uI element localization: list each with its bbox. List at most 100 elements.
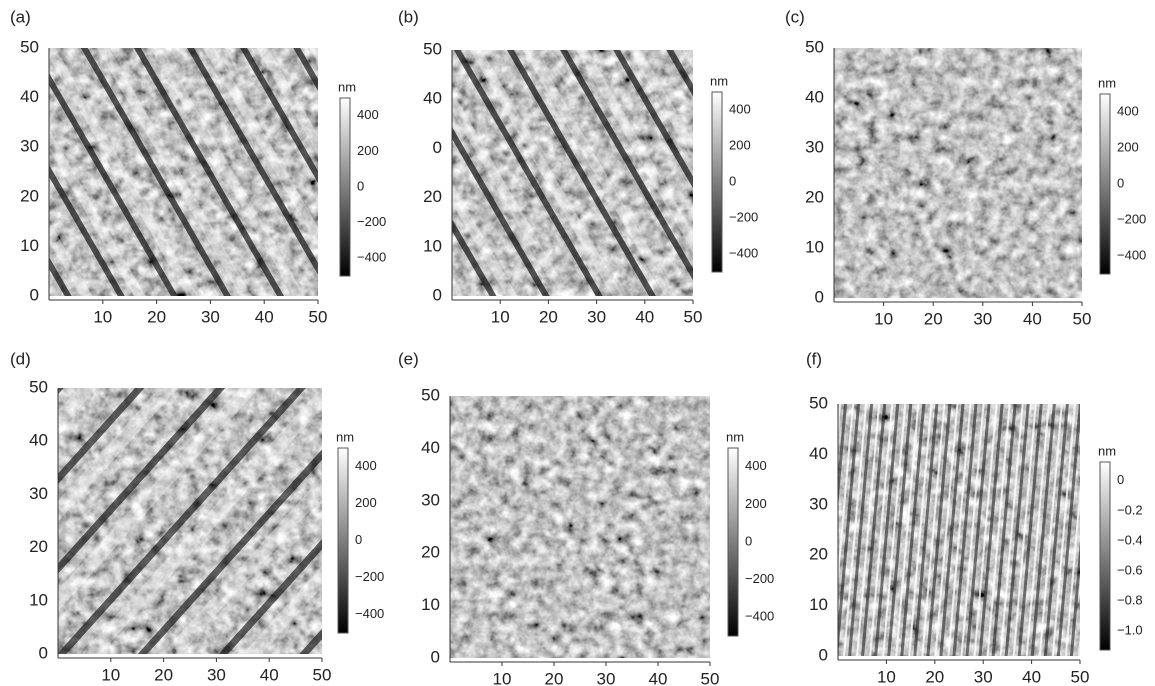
colorbar-unit: nm (1098, 443, 1116, 458)
y-tick-label: 10 (809, 595, 828, 614)
x-tick-label: 50 (1073, 309, 1092, 328)
x-tick-label: 10 (874, 309, 893, 328)
colorbar (339, 97, 351, 277)
colorbar-tick-label: −200 (357, 214, 386, 229)
colorbar-tick-label: 200 (355, 495, 377, 510)
afm-texture (452, 50, 693, 296)
afm-image (450, 396, 710, 658)
colorbar (1099, 93, 1111, 275)
colorbar-tick-label: −200 (355, 569, 384, 584)
afm-image (834, 48, 1082, 298)
colorbar-tick-label: 0 (357, 178, 364, 193)
y-tick-label: 50 (809, 393, 828, 412)
colorbar-tick-label: 400 (355, 458, 377, 473)
colorbar-tick-label: 0 (745, 533, 752, 548)
colorbar-unit: nm (1098, 75, 1116, 90)
y-tick-label: 30 (20, 137, 39, 156)
panel-label: (c) (785, 7, 805, 26)
y-tick-label: 30 (29, 484, 48, 503)
x-tick-label: 50 (313, 665, 332, 684)
y-tick-label: 40 (20, 87, 39, 106)
colorbar-unit: nm (726, 429, 744, 444)
colorbar (337, 447, 349, 634)
x-tick-label: 50 (1071, 667, 1090, 686)
x-tick-label: 50 (701, 669, 720, 686)
y-tick-label: 50 (20, 37, 39, 56)
colorbar-tick-label: −200 (745, 571, 774, 586)
colorbar-tick-label: −400 (1117, 247, 1146, 262)
x-tick-label: 40 (255, 307, 274, 326)
colorbar-tick-label: −400 (357, 250, 386, 265)
colorbar-unit: nm (336, 429, 354, 444)
panel-label: (b) (398, 7, 419, 26)
y-tick-label: 20 (805, 187, 824, 206)
panel-label: (a) (10, 7, 31, 26)
y-tick-label: 50 (423, 39, 442, 58)
x-tick-label: 10 (93, 307, 112, 326)
y-tick-label: 30 (809, 494, 828, 513)
y-tick-label: 40 (421, 438, 440, 457)
y-tick-label: 0 (815, 287, 824, 306)
y-tick-label: 10 (29, 590, 48, 609)
panel-label: (e) (398, 349, 419, 368)
y-tick-label: 30 (421, 490, 440, 509)
y-tick-label: 0 (431, 647, 440, 666)
colorbar-tick-label: 200 (357, 143, 379, 158)
x-tick-label: 50 (309, 307, 328, 326)
colorbar-unit: nm (338, 79, 356, 94)
afm-texture (58, 388, 322, 654)
x-tick-label: 20 (147, 307, 166, 326)
afm-texture (49, 48, 318, 296)
colorbar-tick-label: 200 (1117, 139, 1139, 154)
y-tick-label: 40 (29, 431, 48, 450)
y-tick-label: 10 (423, 236, 442, 255)
colorbar (711, 91, 723, 273)
colorbar-tick-label: 200 (729, 137, 751, 152)
y-tick-label: 50 (29, 377, 48, 396)
x-tick-label: 30 (597, 669, 616, 686)
y-tick-label: 40 (809, 444, 828, 463)
x-tick-label: 20 (545, 669, 564, 686)
afm-texture (838, 404, 1080, 656)
colorbar-tick-label: −0.6 (1117, 562, 1143, 577)
x-tick-label: 30 (973, 309, 992, 328)
colorbar-tick-label: 400 (1117, 103, 1139, 118)
y-tick-label: 50 (805, 37, 824, 56)
y-tick-label: 30 (805, 137, 824, 156)
colorbar-tick-label: 0 (1117, 175, 1124, 190)
x-tick-label: 40 (649, 669, 668, 686)
x-tick-label: 30 (201, 307, 220, 326)
colorbar-tick-label: −400 (745, 609, 774, 624)
colorbar-tick-label: 0 (729, 173, 736, 188)
colorbar-tick-label: 200 (745, 496, 767, 511)
y-tick-label: 20 (809, 545, 828, 564)
colorbar (727, 447, 739, 637)
y-tick-label: 0 (30, 285, 39, 304)
x-tick-label: 20 (925, 667, 944, 686)
x-tick-label: 10 (101, 665, 120, 684)
y-tick-label: 0 (819, 645, 828, 664)
x-tick-label: 40 (260, 665, 279, 684)
x-tick-label: 50 (684, 307, 703, 326)
y-tick-label: 20 (20, 186, 39, 205)
y-tick-label: 20 (423, 187, 442, 206)
colorbar-tick-label: −200 (729, 209, 758, 224)
y-tick-label: 20 (29, 537, 48, 556)
colorbar-tick-label: −400 (729, 245, 758, 260)
x-tick-label: 20 (154, 665, 173, 684)
x-tick-label: 10 (491, 307, 510, 326)
x-tick-label: 20 (539, 307, 558, 326)
colorbar-tick-label: −200 (1117, 211, 1146, 226)
y-tick-label: 50 (421, 385, 440, 404)
colorbar-tick-label: −400 (355, 606, 384, 621)
x-tick-label: 10 (877, 667, 896, 686)
colorbar-tick-label: −0.4 (1117, 532, 1143, 547)
x-tick-label: 40 (1023, 309, 1042, 328)
y-tick-label: 10 (421, 595, 440, 614)
